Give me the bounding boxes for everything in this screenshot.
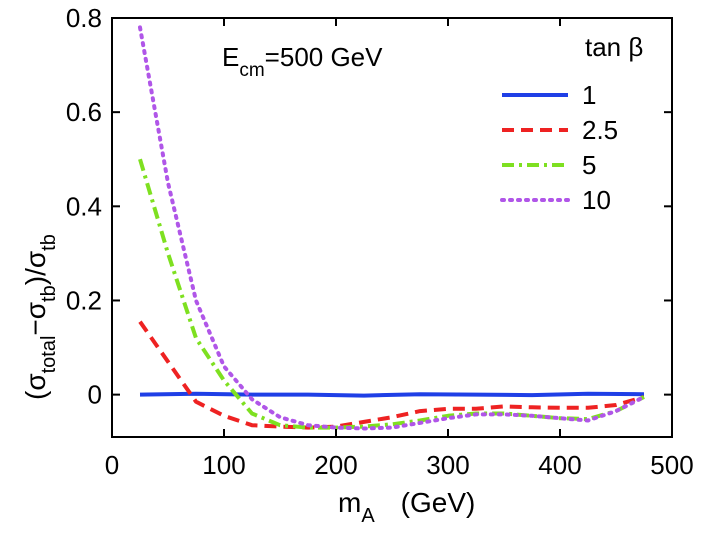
x-tick-label: 400 (538, 450, 581, 480)
y-axis-label-part1: (σ (20, 373, 51, 400)
y-axis-label-sub3: tb (38, 234, 60, 251)
legend-label-5: 5 (582, 150, 596, 180)
legend-label-1: 1 (582, 80, 596, 110)
y-axis-label-sub1: total (38, 336, 60, 374)
series-line-1 (139, 391, 645, 398)
x-axis-label-rest: (GeV) (401, 487, 476, 518)
y-axis-label-part2: −σ (20, 302, 51, 336)
legend: tan β 1 2.5 5 10 (500, 32, 643, 215)
y-tick-label: 0.8 (66, 3, 102, 33)
legend-label-2.5: 2.5 (582, 115, 618, 145)
legend-title: tan β (585, 32, 643, 62)
y-axis-label: (σtotal−σtb)/σtb (20, 234, 60, 400)
y-tick-label: 0.4 (66, 191, 102, 221)
series-layer (138, 25, 646, 431)
y-axis-label-part3: )/σ (20, 251, 51, 285)
legend-label-10: 10 (582, 185, 611, 215)
series-line-10 (138, 25, 646, 431)
y-tick-label: 0.2 (66, 285, 102, 315)
x-tick-label: 200 (314, 450, 357, 480)
annotation: Ecm=500 GeV (222, 42, 383, 81)
annotation-sub: cm (239, 60, 264, 81)
y-tick-label: 0 (88, 380, 102, 410)
x-tick-label: 500 (650, 450, 693, 480)
series-line-2.5 (138, 320, 645, 430)
x-tick-label: 0 (105, 450, 119, 480)
x-tick-label: 100 (202, 450, 245, 480)
x-axis-label-sub: A (361, 505, 375, 527)
y-axis-label-sub2: tb (38, 285, 60, 302)
y-tick-label: 0.6 (66, 97, 102, 127)
annotation-main: E (222, 42, 239, 72)
tick-layer: 0 100 200 300 400 500 0 0.2 0.4 0.6 0.8 (66, 3, 694, 480)
x-tick-label: 300 (426, 450, 469, 480)
x-axis-label-main: m (338, 487, 361, 518)
series-line-5 (138, 158, 645, 430)
annotation-rest: =500 GeV (265, 42, 383, 72)
plot-frame (111, 17, 673, 438)
x-axis-label: mA (GeV) (338, 487, 475, 527)
